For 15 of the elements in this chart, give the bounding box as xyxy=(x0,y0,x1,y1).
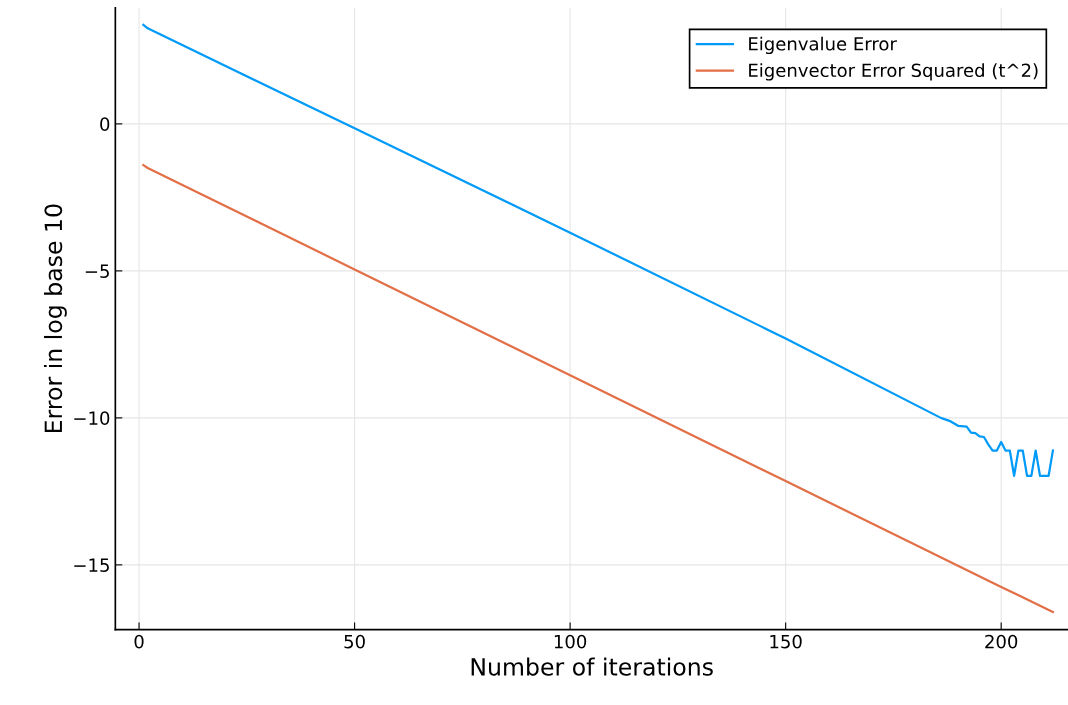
x-tick-label: 150 xyxy=(770,634,802,649)
line-series xyxy=(142,163,1055,614)
x-tick-label: 200 xyxy=(985,634,1018,649)
y-tick-label: −5 xyxy=(85,264,109,278)
x-tick-label: 50 xyxy=(344,634,365,649)
x-axis-title: Number of iterations xyxy=(471,657,713,676)
legend-label: Eigenvalue Error xyxy=(749,36,897,55)
y-tick-label: −10 xyxy=(74,411,110,425)
x-tick-label: 0 xyxy=(134,634,144,649)
y-tick-label: 0 xyxy=(100,117,110,131)
y-tick-label: −15 xyxy=(74,558,109,572)
x-tick-label: 100 xyxy=(554,634,587,649)
y-axis-title: Error in log base 10 xyxy=(43,204,67,433)
line-series xyxy=(142,23,1055,477)
legend-label: Eigenvector Error Squared (t^2) xyxy=(749,63,1038,81)
